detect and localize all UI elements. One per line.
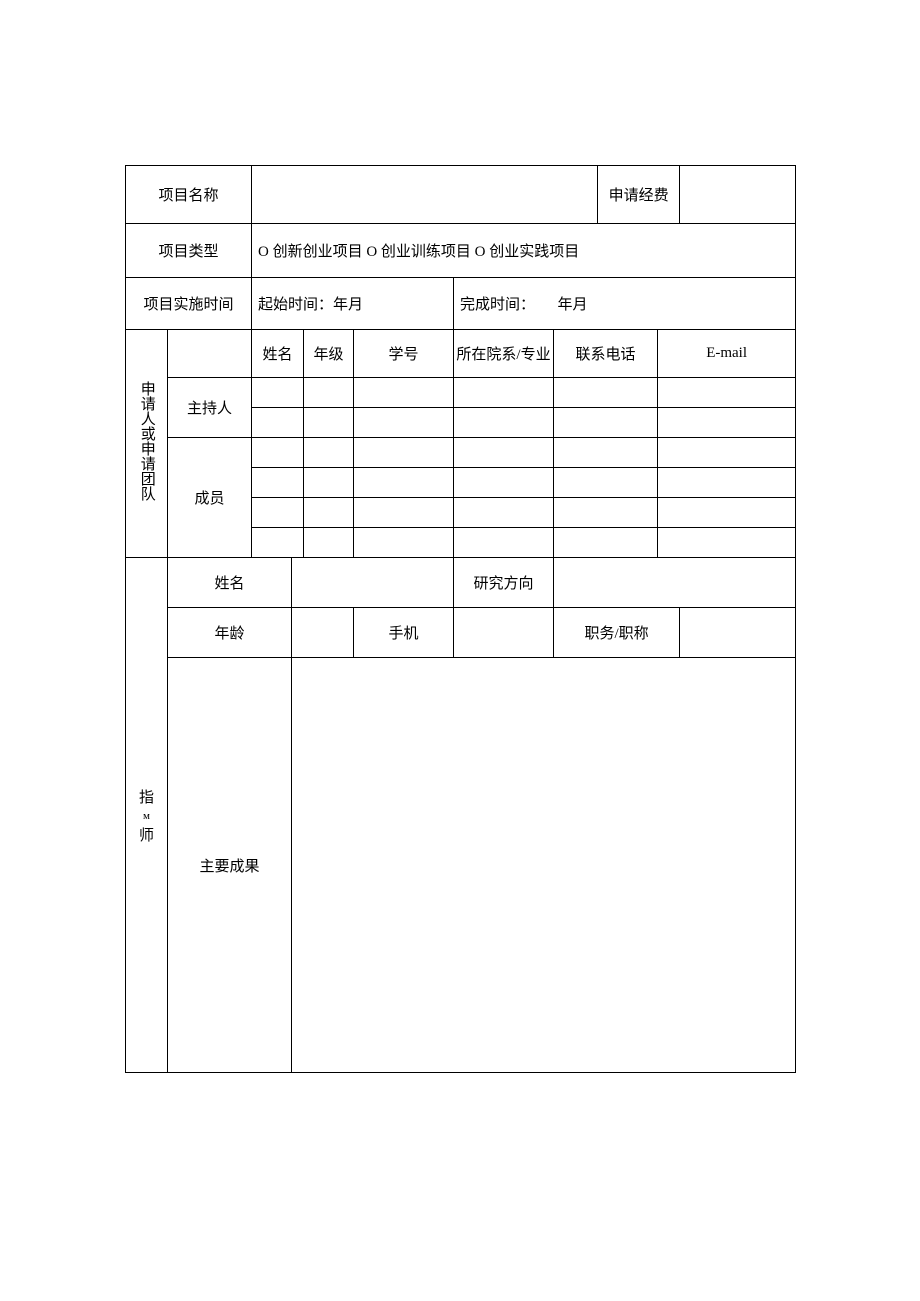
label-instructor-phone: 手机 (354, 608, 454, 658)
header-email: E-mail (658, 330, 796, 378)
instructor-side-bot: 师 (139, 828, 154, 844)
field-instructor-name[interactable] (292, 558, 454, 608)
member-grade-3[interactable] (304, 498, 354, 528)
host-email-1[interactable] (658, 378, 796, 408)
label-instructor-name: 姓名 (168, 558, 292, 608)
member-email-3[interactable] (658, 498, 796, 528)
host-phone-1[interactable] (554, 378, 658, 408)
field-instructor-phone[interactable] (454, 608, 554, 658)
host-phone-2[interactable] (554, 408, 658, 438)
member-name-4[interactable] (252, 528, 304, 558)
form-page: 项目名称 申请经费 项目类型 O 创新创业项目 O 创业训练项目 O 创业实践项… (0, 0, 920, 1173)
header-student-id: 学号 (354, 330, 454, 378)
member-sid-4[interactable] (354, 528, 454, 558)
host-name-1[interactable] (252, 378, 304, 408)
field-project-name[interactable] (252, 166, 598, 224)
label-applicant-side: 申请人或申请团队 (126, 330, 168, 558)
header-dept: 所在院系/专业 (454, 330, 554, 378)
member-dept-4[interactable] (454, 528, 554, 558)
member-name-3[interactable] (252, 498, 304, 528)
member-phone-2[interactable] (554, 468, 658, 498)
label-funding: 申请经费 (598, 166, 680, 224)
member-dept-3[interactable] (454, 498, 554, 528)
member-grade-1[interactable] (304, 438, 354, 468)
field-main-results[interactable] (292, 658, 796, 1073)
member-phone-3[interactable] (554, 498, 658, 528)
header-name: 姓名 (252, 330, 304, 378)
instructor-side-mid: ᴍ (143, 810, 150, 822)
application-form-table: 项目名称 申请经费 项目类型 O 创新创业项目 O 创业训练项目 O 创业实践项… (125, 165, 796, 1073)
host-dept-1[interactable] (454, 378, 554, 408)
header-grade: 年级 (304, 330, 354, 378)
host-sid-1[interactable] (354, 378, 454, 408)
label-applicant-side-text: 申请人或申请团队 (138, 381, 155, 501)
label-project-name: 项目名称 (126, 166, 252, 224)
member-dept-2[interactable] (454, 468, 554, 498)
host-dept-2[interactable] (454, 408, 554, 438)
field-end-time[interactable]: 完成时间： 年月 (454, 278, 796, 330)
host-name-2[interactable] (252, 408, 304, 438)
member-name-1[interactable] (252, 438, 304, 468)
field-project-type-options[interactable]: O 创新创业项目 O 创业训练项目 O 创业实践项目 (252, 224, 796, 278)
label-host: 主持人 (168, 378, 252, 438)
member-name-2[interactable] (252, 468, 304, 498)
host-grade-1[interactable] (304, 378, 354, 408)
instructor-side-top: 指 (139, 790, 154, 806)
label-impl-time: 项目实施时间 (126, 278, 252, 330)
label-project-type: 项目类型 (126, 224, 252, 278)
label-instructor-side: 指 ᴍ 师 (126, 558, 168, 1073)
host-email-2[interactable] (658, 408, 796, 438)
member-phone-1[interactable] (554, 438, 658, 468)
member-sid-3[interactable] (354, 498, 454, 528)
member-sid-1[interactable] (354, 438, 454, 468)
field-start-time[interactable]: 起始时间：年月 (252, 278, 454, 330)
member-grade-4[interactable] (304, 528, 354, 558)
host-grade-2[interactable] (304, 408, 354, 438)
field-instructor-title[interactable] (680, 608, 796, 658)
label-main-results: 主要成果 (168, 658, 292, 1073)
field-funding[interactable] (680, 166, 796, 224)
label-member: 成员 (168, 438, 252, 558)
member-sid-2[interactable] (354, 468, 454, 498)
member-grade-2[interactable] (304, 468, 354, 498)
label-instructor-title: 职务/职称 (554, 608, 680, 658)
member-phone-4[interactable] (554, 528, 658, 558)
field-instructor-age[interactable] (292, 608, 354, 658)
label-instructor-age: 年龄 (168, 608, 292, 658)
field-research-direction[interactable] (554, 558, 796, 608)
member-email-4[interactable] (658, 528, 796, 558)
header-phone: 联系电话 (554, 330, 658, 378)
member-dept-1[interactable] (454, 438, 554, 468)
label-research-direction: 研究方向 (454, 558, 554, 608)
member-email-1[interactable] (658, 438, 796, 468)
host-sid-2[interactable] (354, 408, 454, 438)
cell-blank-header (168, 330, 252, 378)
member-email-2[interactable] (658, 468, 796, 498)
